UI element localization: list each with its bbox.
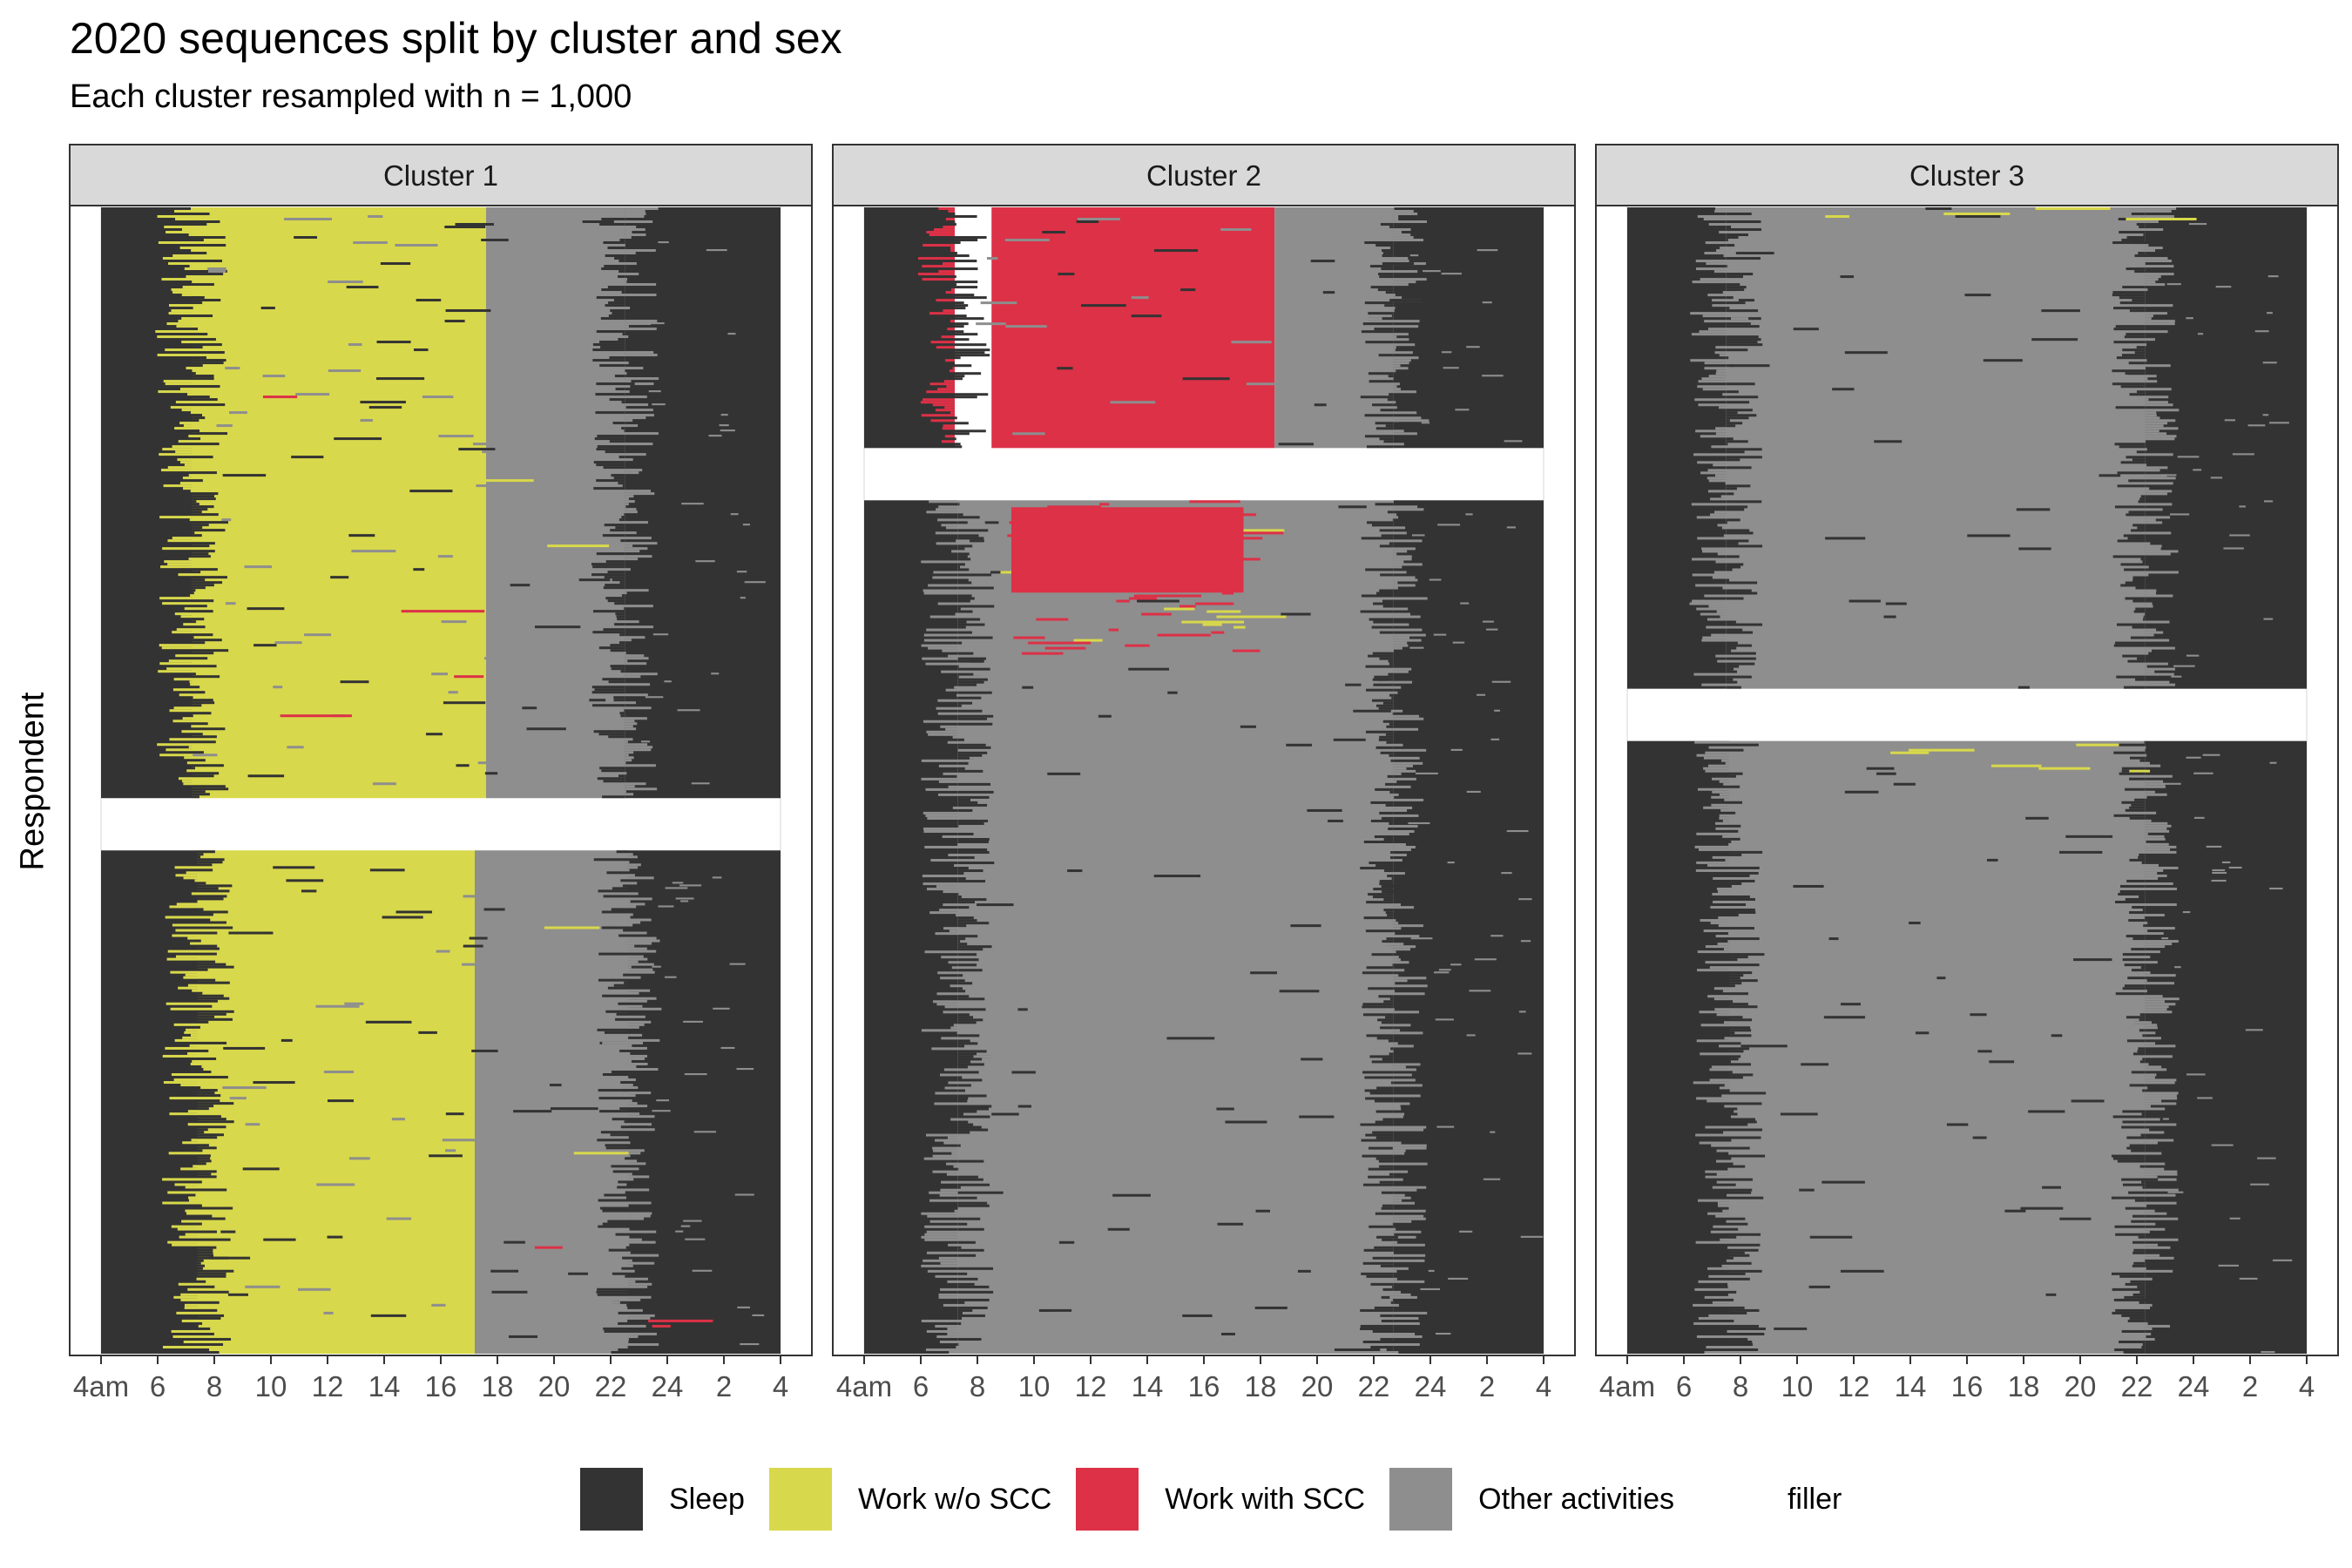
state-segment [1729, 740, 2146, 1354]
x-tick-label: 6 [150, 1370, 166, 1402]
x-tick-label: 8 [1733, 1370, 1748, 1402]
state-segment [1627, 740, 1729, 1354]
legend-swatch [1389, 1468, 1453, 1531]
x-tick-label: 22 [2121, 1370, 2153, 1402]
facet-strip [832, 144, 1576, 206]
legend-label: Other activities [1478, 1482, 1674, 1516]
x-tick-label: 14 [1895, 1370, 1927, 1402]
chart-title: 2020 sequences split by cluster and sex [70, 14, 842, 63]
x-tick-label: 16 [1951, 1370, 1984, 1402]
state-segment [1393, 207, 1544, 449]
legend-label: Sleep [669, 1482, 745, 1516]
sequence-group-2 [101, 850, 781, 1354]
x-tick-label: 22 [595, 1370, 627, 1402]
legend-swatch [1698, 1468, 1761, 1531]
legend-label: Work with SCC [1165, 1482, 1366, 1516]
facet-label: Cluster 1 [383, 159, 498, 192]
sequence-group-1 [1627, 207, 2307, 689]
x-tick-label: 10 [1018, 1370, 1051, 1402]
x-tick-label: 24 [2178, 1370, 2210, 1402]
chart-subtitle: Each cluster resampled with n = 1,000 [70, 78, 632, 115]
legend-label: filler [1787, 1482, 1842, 1516]
x-tick-label: 20 [1301, 1370, 1334, 1402]
facet-label: Cluster 3 [1909, 159, 2024, 192]
state-segment [957, 500, 1394, 1354]
state-segment [864, 500, 958, 1354]
x-tick-label: 8 [206, 1370, 222, 1402]
legend-item: filler [1698, 1468, 1842, 1531]
x-tick-label: 2 [716, 1370, 732, 1402]
x-tick-label: 4am [836, 1370, 892, 1402]
x-tick-label: 24 [1415, 1370, 1447, 1402]
x-tick-label: 4 [2299, 1370, 2315, 1402]
x-tick-label: 24 [652, 1370, 684, 1402]
legend-item: Sleep [580, 1468, 745, 1531]
x-tick-label: 6 [1676, 1370, 1692, 1402]
state-segment [1726, 207, 2146, 689]
sequence-group-1 [864, 207, 1544, 449]
state-segment [1274, 207, 1394, 449]
x-tick-label: 14 [1132, 1370, 1164, 1402]
x-tick-label: 16 [1188, 1370, 1220, 1402]
facet-strip [1595, 144, 2339, 206]
x-tick-label: 20 [2065, 1370, 2097, 1402]
state-segment [2145, 207, 2307, 689]
x-tick-label: 18 [482, 1370, 514, 1402]
sequence-group-2 [1627, 740, 2307, 1354]
legend: Sleep Work w/o SCC Work with SCC Other acti… [580, 1466, 1866, 1532]
x-tick-label: 12 [1075, 1370, 1107, 1402]
x-tick-label: 4 [1536, 1370, 1551, 1402]
legend-swatch [1076, 1468, 1139, 1531]
x-tick-label: 12 [1838, 1370, 1870, 1402]
x-tick-label: 22 [1358, 1370, 1390, 1402]
x-tick-label: 20 [538, 1370, 571, 1402]
legend-item: Work w/o SCC [768, 1468, 1052, 1531]
facet-label: Cluster 2 [1146, 159, 1261, 192]
x-tick-label: 18 [1245, 1370, 1277, 1402]
legend-swatch [580, 1468, 643, 1531]
x-tick-label: 18 [2008, 1370, 2040, 1402]
state-segment [475, 850, 628, 1354]
legend-item: Other activities [1389, 1468, 1674, 1531]
legend-label: Work w/o SCC [857, 1482, 1052, 1516]
sequence-group-2 [864, 500, 1544, 1354]
state-segment [486, 207, 625, 799]
legend-swatch [768, 1468, 832, 1531]
sequence-group-1 [101, 207, 781, 799]
state-segment [864, 207, 955, 449]
x-tick-label: 2 [2242, 1370, 2258, 1402]
state-segment [627, 850, 781, 1354]
x-tick-label: 4 [773, 1370, 788, 1402]
x-tick-label: 2 [1479, 1370, 1495, 1402]
x-tick-label: 12 [312, 1370, 344, 1402]
x-tick-label: 4am [1599, 1370, 1655, 1402]
legend-item: Work with SCC [1076, 1468, 1365, 1531]
x-tick-label: 6 [913, 1370, 929, 1402]
state-segment [192, 207, 486, 799]
x-tick-label: 16 [425, 1370, 457, 1402]
x-tick-label: 10 [255, 1370, 287, 1402]
x-tick-label: 8 [970, 1370, 985, 1402]
x-tick-label: 14 [368, 1370, 401, 1402]
x-tick-label: 4am [73, 1370, 129, 1402]
x-tick-label: 10 [1781, 1370, 1814, 1402]
